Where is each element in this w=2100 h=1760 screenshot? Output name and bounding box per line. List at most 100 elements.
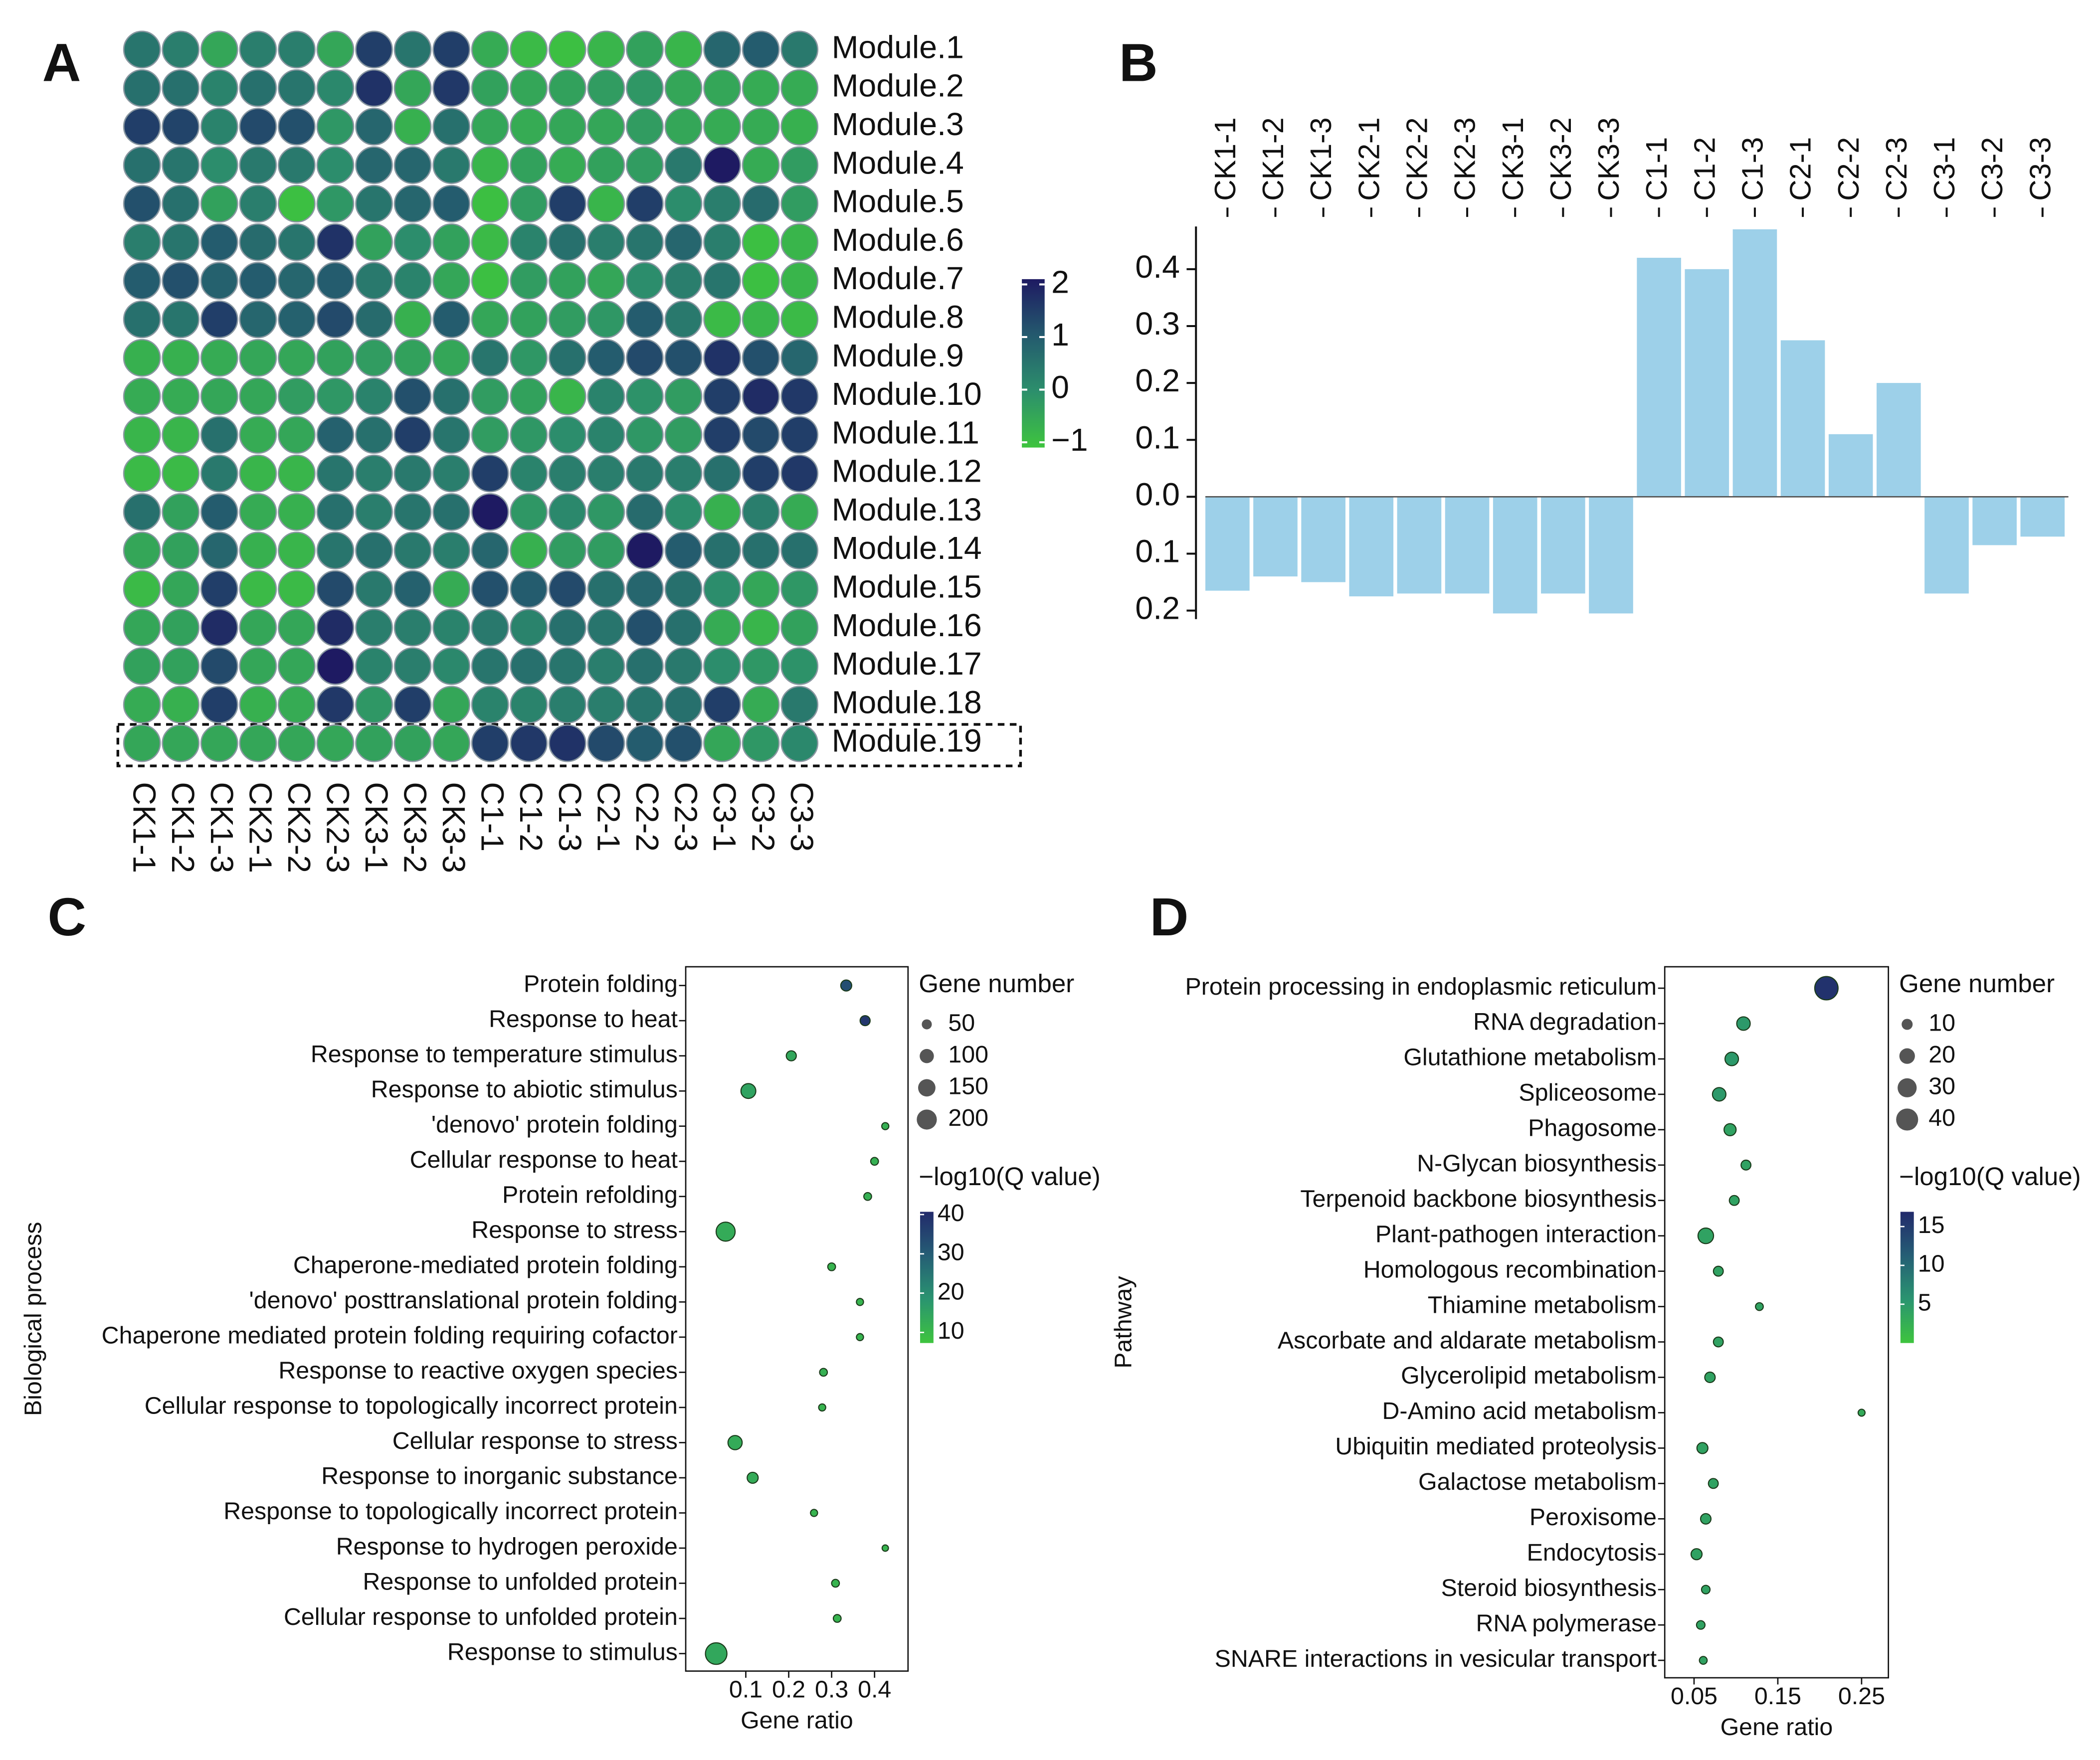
heat-cell (780, 647, 819, 685)
heat-cell (548, 686, 586, 724)
dot (727, 1435, 743, 1450)
heat-cell (664, 30, 703, 69)
heat-cell (123, 339, 161, 377)
heat-cell (239, 146, 277, 184)
heat-cell (239, 608, 277, 647)
heat-cell (316, 223, 355, 261)
heat-cell (510, 69, 548, 107)
heat-cell (587, 262, 625, 300)
size-legend-title: Gene number (1899, 969, 2055, 998)
heat-cell (780, 108, 819, 146)
heat-cell (742, 262, 780, 300)
x-tick-label: CK1-1 (1209, 117, 1242, 200)
row-label: Module.5 (832, 183, 964, 219)
heat-cell (123, 108, 161, 146)
heat-cell (432, 300, 471, 339)
heat-cell (742, 30, 780, 69)
heat-cell (664, 454, 703, 493)
heat-cell (432, 647, 471, 685)
heat-cell (278, 416, 316, 454)
size-legend-title: Gene number (919, 969, 1074, 998)
y-tick-label: Chaperone-mediated protein folding (293, 1252, 678, 1279)
y-tick-label: Response to unfolded protein (363, 1568, 678, 1595)
heat-cell (162, 339, 200, 377)
column-label: CK2-2 (281, 782, 317, 873)
heat-cell (742, 108, 780, 146)
x-tick-label: 0.15 (1754, 1683, 1801, 1710)
heat-cell (548, 416, 586, 454)
heat-cell (162, 416, 200, 454)
heat-cell (162, 30, 200, 69)
heat-cell (123, 608, 161, 647)
y-axis-label: Pathway (1110, 1276, 1137, 1369)
colorbar (1022, 279, 1045, 448)
dot (827, 1262, 836, 1271)
size-legend-label: 20 (1928, 1041, 1955, 1068)
row-label: Module.10 (832, 376, 982, 412)
heat-cell (664, 608, 703, 647)
heat-cell (278, 647, 316, 685)
heat-cell (510, 184, 548, 223)
heat-cell (316, 69, 355, 107)
y-tick-label: Glutathione metabolism (1403, 1044, 1657, 1071)
size-legend-label: 10 (1928, 1009, 1955, 1036)
bar (1493, 497, 1537, 614)
heat-cell (780, 416, 819, 454)
heat-cell (393, 223, 432, 261)
heat-cell (587, 30, 625, 69)
x-tick-label: CK2-2 (1401, 117, 1434, 200)
y-tick-label: Cellular response to unfolded protein (284, 1603, 678, 1630)
y-tick-label: N-Glycan biosynthesis (1417, 1150, 1657, 1177)
bar (2020, 497, 2065, 537)
heat-cell (780, 454, 819, 493)
y-tick-label: D-Amino acid metabolism (1382, 1398, 1657, 1424)
heat-cell (239, 454, 277, 493)
heat-cell (432, 608, 471, 647)
heat-cell (510, 30, 548, 69)
heat-cell (355, 416, 393, 454)
heat-cell (393, 339, 432, 377)
heat-cell (664, 724, 703, 762)
row-label: Module.18 (832, 684, 982, 720)
heat-cell (548, 724, 586, 762)
heat-cell (626, 69, 664, 107)
heat-cell (162, 300, 200, 339)
heat-cell (471, 647, 509, 685)
heat-cell (742, 493, 780, 531)
heat-cell (703, 223, 741, 261)
heat-cell (316, 146, 355, 184)
colorbar-label: 0 (1051, 369, 1069, 405)
heat-cell (587, 223, 625, 261)
heat-cell (355, 647, 393, 685)
size-legend-label: 150 (948, 1073, 988, 1100)
colorbar-label: 20 (938, 1278, 964, 1305)
heat-cell (432, 454, 471, 493)
heat-cell (239, 262, 277, 300)
dot (1697, 1227, 1715, 1244)
heat-cell (355, 454, 393, 493)
bar (1924, 497, 1969, 594)
x-tick-label: 0.25 (1838, 1683, 1885, 1710)
bar (1253, 497, 1298, 577)
x-axis-label: Gene ratio (741, 1707, 853, 1734)
heat-cell (587, 531, 625, 570)
heat-cell (780, 339, 819, 377)
heat-cell (393, 69, 432, 107)
heat-cell (316, 454, 355, 493)
column-label: C1-2 (513, 782, 549, 852)
heat-cell (664, 146, 703, 184)
x-tick-label: 0.3 (815, 1676, 848, 1703)
heat-cell (432, 223, 471, 261)
y-tick-label: Spliceosome (1519, 1079, 1657, 1106)
colorbar-label: 30 (938, 1239, 964, 1266)
heat-cell (239, 377, 277, 415)
bar (1877, 383, 1921, 497)
heat-cell (703, 262, 741, 300)
heat-cell (239, 69, 277, 107)
heat-cell (626, 686, 664, 724)
heat-cell (316, 262, 355, 300)
heat-cell (664, 416, 703, 454)
heat-cell (162, 262, 200, 300)
heat-cell (664, 377, 703, 415)
